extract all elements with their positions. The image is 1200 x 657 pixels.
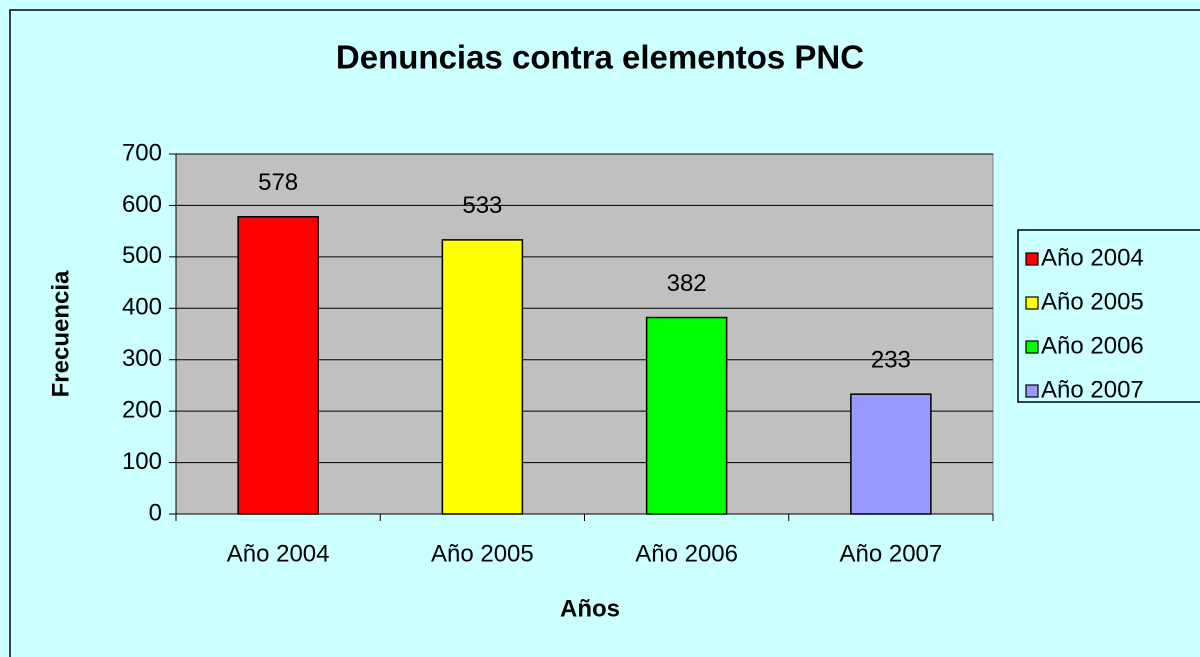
chart-title: Denuncias contra elementos PNC	[336, 39, 864, 76]
legend-label: Año 2006	[1041, 332, 1144, 359]
data-label: 533	[462, 192, 502, 219]
x-tick-label: Año 2007	[839, 540, 942, 567]
y-tick-label: 600	[122, 191, 162, 218]
data-label: 382	[667, 270, 707, 297]
x-tick-label: Año 2004	[227, 540, 330, 567]
legend-swatch	[1025, 296, 1039, 310]
data-label: 578	[258, 169, 298, 196]
legend-box	[1017, 229, 1200, 403]
y-tick-label: 400	[122, 294, 162, 321]
y-axis-label: Frecuencia	[47, 270, 74, 397]
legend-label: Año 2005	[1041, 288, 1144, 315]
x-tick-label: Año 2005	[431, 540, 534, 567]
bar	[441, 239, 524, 515]
x-tick-label: Año 2006	[635, 540, 738, 567]
bar	[850, 393, 932, 515]
x-axis-label: Años	[560, 595, 620, 622]
legend-label: Año 2004	[1041, 244, 1144, 271]
y-tick-label: 500	[122, 242, 162, 269]
bar	[645, 316, 728, 515]
data-label: 233	[871, 347, 911, 374]
y-tick-label: 300	[122, 345, 162, 372]
y-tick-label: 0	[149, 499, 162, 526]
legend-label: Año 2007	[1041, 376, 1144, 403]
y-tick-label: 700	[122, 139, 162, 166]
legend-swatch	[1025, 252, 1039, 266]
legend-swatch	[1025, 384, 1039, 398]
y-tick-label: 200	[122, 396, 162, 423]
y-tick-label: 100	[122, 448, 162, 475]
bar	[237, 215, 319, 515]
legend-swatch	[1025, 340, 1039, 354]
